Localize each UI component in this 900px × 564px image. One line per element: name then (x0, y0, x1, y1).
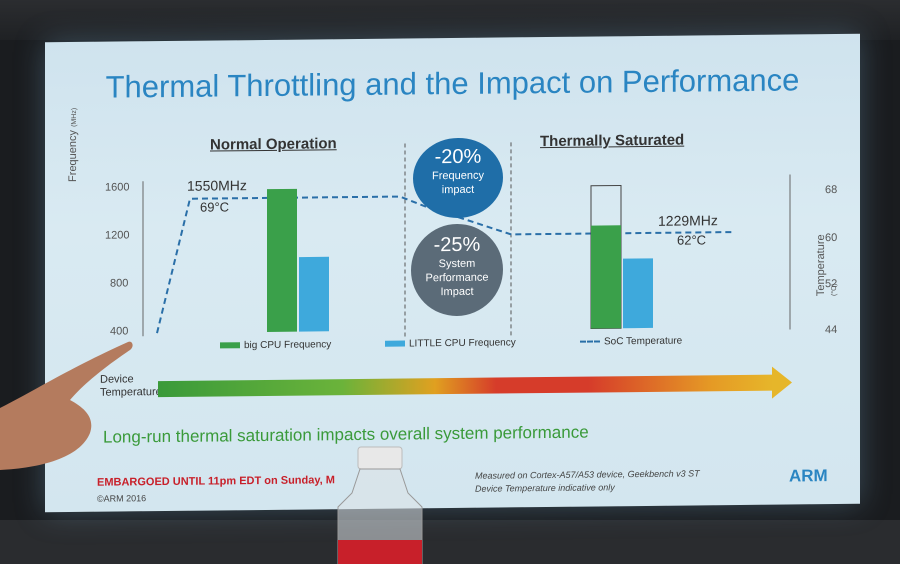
legend-little: LITTLE CPU Frequency (385, 337, 516, 349)
copyright: ©ARM 2016 (97, 493, 147, 504)
legend-soc-text: SoC Temperature (604, 335, 683, 348)
measurement-note: Measured on Cortex-A57/A53 device, Geekb… (475, 467, 700, 495)
water-bottle (337, 446, 423, 564)
gradient-arrowhead (772, 366, 792, 399)
normal-temperature-label: 69°C (200, 199, 230, 215)
legend-little-swatch (385, 340, 405, 348)
arm-logo: ARM (789, 466, 828, 486)
table-surface (0, 520, 900, 564)
frequency-impact-text: impact (441, 183, 475, 197)
performance-impact-value: -25% (433, 233, 481, 257)
presenter-hand (0, 341, 133, 470)
bars-group (267, 184, 653, 332)
little-cpu-bar (623, 258, 653, 329)
frequency-impact-text: Frequency (432, 169, 484, 183)
legend-soc: SoC Temperature (580, 336, 682, 348)
room-wall (0, 0, 900, 40)
legend-big-text: big CPU Frequency (244, 339, 332, 352)
legend-big-swatch (220, 342, 240, 349)
performance-impact-text: Impact (440, 285, 474, 299)
soc-temperature-line (156, 195, 735, 334)
normal-frequency-label: 1550MHz (187, 177, 247, 194)
little-cpu-bar (299, 256, 329, 332)
saturated-temperature-label: 62°C (677, 232, 707, 248)
big-cpu-bar (591, 225, 621, 329)
projector-screen: Thermal Throttling and the Impact on Per… (45, 33, 860, 513)
big-cpu-bar (267, 188, 297, 332)
legend-little-text: LITTLE CPU Frequency (409, 337, 516, 350)
legend-big: big CPU Frequency (220, 339, 331, 351)
performance-impact-text: System (438, 257, 476, 271)
throttling-chart (142, 142, 791, 339)
performance-impact-text: Performance (425, 271, 489, 285)
legend-soc-swatch (580, 340, 600, 344)
frequency-impact-value: -20% (434, 145, 482, 169)
saturated-frequency-label: 1229MHz (658, 212, 718, 229)
performance-impact-bubble: -25% System Performance Impact (411, 223, 503, 317)
measurement-line: Device Temperature indicative only (475, 482, 615, 494)
measurement-line: Measured on Cortex-A57/A53 device, Geekb… (475, 468, 700, 481)
